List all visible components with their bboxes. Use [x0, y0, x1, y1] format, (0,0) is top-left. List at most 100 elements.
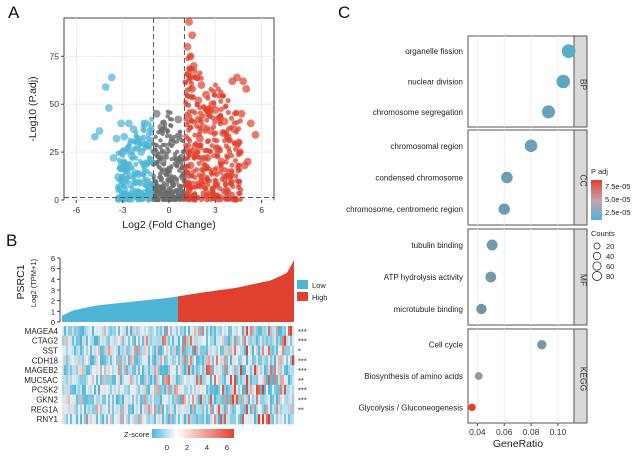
- heatmap-cell: [130, 365, 133, 376]
- heatmap-cell: [274, 394, 277, 405]
- zscore-tick-label: 6: [225, 443, 229, 452]
- heatmap-cell: [292, 375, 295, 386]
- heatmap-cell: [276, 375, 279, 386]
- heatmap-cell: [284, 394, 287, 405]
- heatmap-cell: [90, 326, 93, 337]
- heatmap-cell: [164, 414, 167, 425]
- volcano-point-ns: [169, 164, 174, 169]
- volcano-point-up: [197, 81, 206, 89]
- heatmap-cell: [138, 326, 141, 337]
- heatmap-cell: [168, 384, 171, 395]
- heatmap-cell: [126, 355, 129, 366]
- heatmap-cell: [238, 394, 241, 405]
- heatmap-cell: [152, 375, 155, 386]
- volcano-point-up: [237, 109, 246, 118]
- volcano-point-up: [206, 127, 215, 135]
- volcano-point-up: [204, 117, 210, 123]
- heatmap-cell: [216, 365, 219, 376]
- heatmap-cell: [136, 414, 139, 425]
- heatmap-cell: [84, 335, 87, 346]
- heatmap-cell: [228, 384, 231, 395]
- heatmap-cell: [198, 345, 201, 356]
- heatmap-cell: [248, 394, 251, 405]
- heatmap-cell: [118, 335, 121, 346]
- heatmap-cell: [248, 404, 251, 415]
- heatmap-cell: [98, 345, 101, 356]
- volcano-y-tick-label: 25: [50, 147, 60, 157]
- heatmap-cell: [202, 404, 205, 415]
- heatmap-cell: [286, 404, 289, 415]
- heatmap-cell: [264, 414, 267, 425]
- heatmap-cell: [164, 384, 167, 395]
- heatmap-cell: [256, 335, 259, 346]
- heatmap-cell: [172, 394, 175, 405]
- heatmap-cell: [286, 335, 289, 346]
- heatmap-cell: [114, 345, 117, 356]
- heatmap-cell: [290, 326, 293, 337]
- heatmap-cell: [246, 335, 249, 346]
- heatmap-cell: [174, 404, 177, 415]
- heatmap-cell: [142, 365, 145, 376]
- heatmap-cell: [78, 326, 81, 337]
- heatmap-cell: [210, 326, 213, 337]
- volcano-point-up: [194, 96, 203, 105]
- heatmap-cell: [222, 394, 225, 405]
- heatmap-cell: [84, 384, 87, 395]
- heatmap-cell: [282, 375, 285, 386]
- heatmap-cell: [76, 365, 79, 376]
- heatmap-cell: [132, 326, 135, 337]
- heatmap-cell: [280, 404, 283, 415]
- heatmap-cell: [210, 375, 213, 386]
- heatmap-cell: [240, 365, 243, 376]
- heatmap-gene-labels: MAGEA4 *** CTAG2 *** SST * CDH18 *** MAGEB2 *** MU…: [24, 327, 307, 424]
- heatmap-cell: [224, 414, 227, 425]
- heatmap-cell: [100, 375, 103, 386]
- volcano-point-up: [238, 187, 244, 193]
- heatmap-cell: [202, 414, 205, 425]
- volcano-point-ns: [154, 143, 159, 148]
- heatmap-cell: [208, 355, 211, 366]
- heatmap-cell: [102, 326, 105, 337]
- heatmap-cell: [64, 375, 67, 386]
- heatmap-cell: [118, 355, 121, 366]
- heatmap-cell: [254, 355, 257, 366]
- heatmap-cell: [68, 404, 71, 415]
- heatmap-cell: [134, 394, 137, 405]
- heatmap-cell: [176, 414, 179, 425]
- heatmap-cell: [194, 404, 197, 415]
- heatmap-cell: [108, 326, 111, 337]
- heatmap-cell: [86, 335, 89, 346]
- heatmap-cell: [114, 394, 117, 405]
- heatmap-cell: [266, 394, 269, 405]
- heatmap-cell: [86, 365, 89, 376]
- heatmap-cell: [164, 375, 167, 386]
- volcano-point-up: [222, 190, 228, 196]
- volcano-point-ns: [158, 157, 167, 166]
- volcano-point-up: [228, 115, 235, 121]
- heatmap-cell: [250, 345, 253, 356]
- heatmap-cell: [86, 384, 89, 395]
- heatmap-cell: [232, 414, 235, 425]
- heatmap-cell: [196, 326, 199, 337]
- heatmap-cell: [252, 394, 255, 405]
- heatmap-cell: [82, 335, 85, 346]
- heatmap-cell: [78, 404, 81, 415]
- heatmap-cell: [206, 394, 209, 405]
- heatmap-cell: [118, 394, 121, 405]
- heatmap-cell: [80, 404, 83, 415]
- heatmap-cell: [214, 384, 217, 395]
- heatmap-cell: [204, 404, 207, 415]
- heatmap-cell: [112, 384, 115, 395]
- heatmap-cell: [180, 326, 183, 337]
- heatmap-cell: [62, 404, 65, 415]
- heatmap-cell: [146, 326, 149, 337]
- heatmap-cell: [272, 335, 275, 346]
- heatmap-cell: [184, 326, 187, 337]
- heatmap-cell: [270, 326, 273, 337]
- heatmap-cell: [106, 375, 109, 386]
- heatmap-cell: [216, 414, 219, 425]
- heatmap-cell: [130, 355, 133, 366]
- heatmap-cell: [184, 365, 187, 376]
- heatmap-cell: [250, 355, 253, 366]
- heatmap-cell: [108, 394, 111, 405]
